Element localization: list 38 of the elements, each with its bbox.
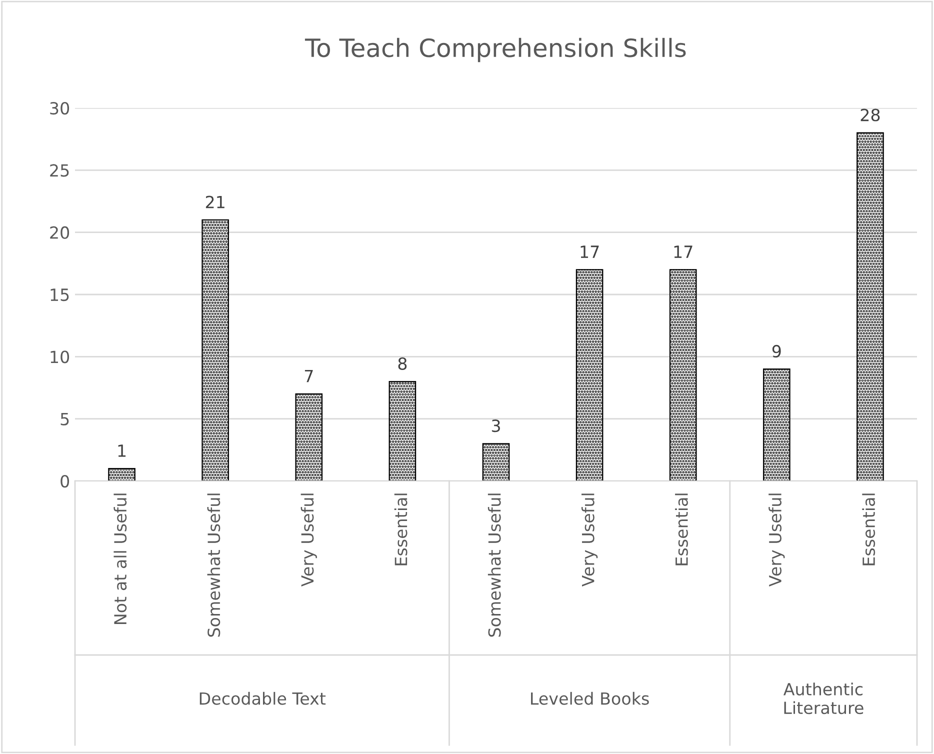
x-tick-label: Not at all Useful xyxy=(114,494,127,624)
x-tick-label: Very Useful xyxy=(768,494,785,587)
y-tick-label: 0 xyxy=(60,474,70,488)
y-tick-label: 20 xyxy=(50,226,70,239)
bar xyxy=(669,269,697,481)
data-label: 17 xyxy=(674,246,692,258)
y-tick-label: 15 xyxy=(50,288,69,302)
bar xyxy=(482,443,510,481)
x-tick-label: Very Useful xyxy=(581,494,598,587)
bar xyxy=(202,219,229,481)
data-label: 9 xyxy=(772,344,781,358)
bar xyxy=(388,380,416,481)
chart-title: To Teach Comprehension Skills xyxy=(304,38,686,62)
data-label: 3 xyxy=(492,420,500,432)
bar xyxy=(763,368,790,481)
y-tick-label: 30 xyxy=(50,102,70,115)
x-tick-label: Somewhat Useful xyxy=(207,494,220,637)
bar xyxy=(856,132,884,481)
x-tick-label: Somewhat Useful xyxy=(488,494,501,637)
data-label: 17 xyxy=(580,246,599,258)
data-label: 28 xyxy=(860,108,880,122)
data-label: 7 xyxy=(304,370,313,382)
data-label: 21 xyxy=(206,196,224,208)
x-tick-label: Essential xyxy=(675,494,688,566)
text: Leveled Books xyxy=(531,692,649,705)
y-tick-label: 25 xyxy=(50,164,69,177)
data-label: 1 xyxy=(118,444,126,457)
x-tick-label: Essential xyxy=(394,494,408,566)
data-label: 8 xyxy=(398,357,407,370)
text: Authentic Literature xyxy=(783,682,864,714)
x-tick-label: Very Useful xyxy=(300,494,317,587)
y-tick-label: 5 xyxy=(60,413,69,426)
y-tick-label: 10 xyxy=(50,350,70,364)
bar xyxy=(108,468,136,481)
bar xyxy=(576,269,604,481)
x-tick-label: Essential xyxy=(862,494,876,566)
text: Decodable Text xyxy=(200,692,326,705)
bar xyxy=(295,393,323,481)
